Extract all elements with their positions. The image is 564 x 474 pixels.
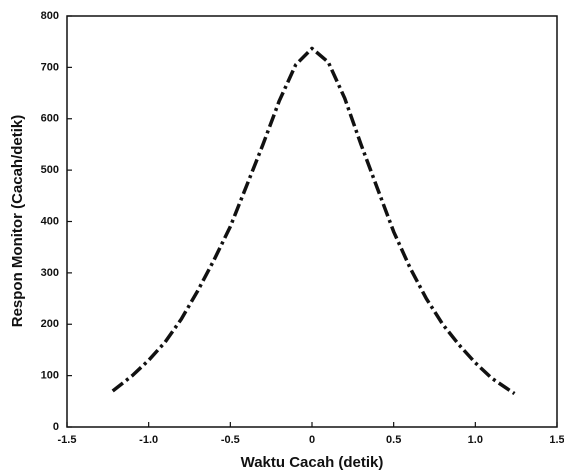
y-tick-label: 500 (41, 164, 59, 176)
x-tick-label: 0.5 (386, 434, 401, 446)
y-tick-label: 200 (41, 318, 59, 330)
x-tick-label: -1.5 (58, 434, 77, 446)
x-axis-title: Waktu Cacah (detik) (241, 454, 384, 471)
y-tick-label: 0 (53, 421, 59, 433)
x-tick-label: 1.0 (468, 434, 483, 446)
data-line (111, 46, 516, 396)
y-tick-label: 100 (41, 370, 59, 382)
x-tick-label: 1.5 (549, 434, 564, 446)
y-axis-title: Respon Monitor (Cacah/detik) (9, 115, 26, 328)
y-tick-label: 700 (41, 61, 59, 73)
x-tick-label: -1.0 (139, 434, 158, 446)
y-tick-label: 400 (41, 215, 59, 227)
y-tick-label: 600 (41, 113, 59, 125)
x-tick-label: -0.5 (221, 434, 240, 446)
plot-frame (66, 15, 558, 428)
x-tick-label: 0 (309, 434, 315, 446)
y-tick-label: 300 (41, 267, 59, 279)
y-tick-label: 800 (41, 10, 59, 22)
